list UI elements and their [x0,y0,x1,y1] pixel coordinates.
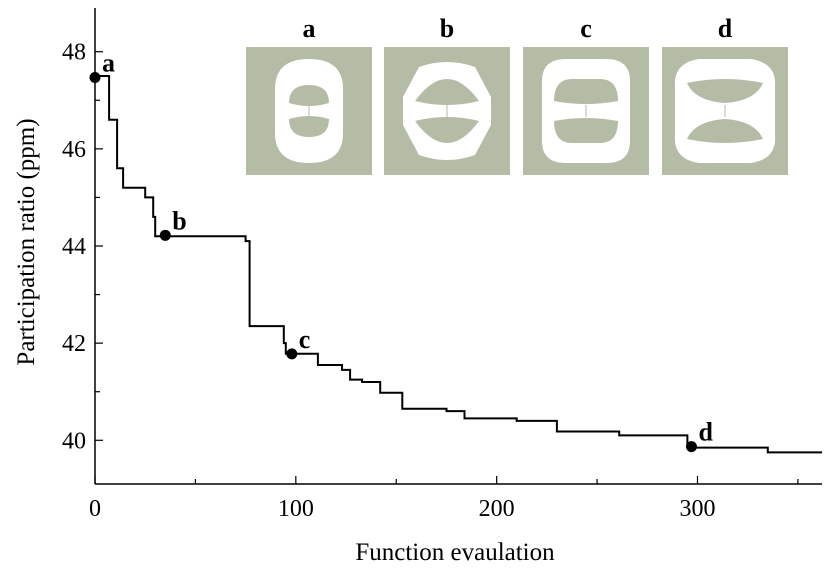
marker-label-c: c [299,325,311,354]
x-axis-label: Function evaulation [355,539,555,566]
inset-label-b: b [440,14,454,43]
marker-point-a [89,71,101,83]
y-tick-label: 48 [62,40,86,66]
inset-pad-bottom [289,116,329,137]
inset-panel-d: d [662,14,788,175]
series-line [95,75,822,454]
marker-point-c [286,348,298,360]
inset-panel-c: c [523,14,649,175]
x-tick-label: 300 [679,496,715,522]
marker-label-a: a [102,48,115,77]
series [95,75,822,454]
y-tick-label: 42 [62,331,86,357]
inset-pad-top [687,79,763,103]
y-tick-label: 46 [62,137,86,163]
inset-pad-top [415,79,479,105]
inset-pad-bottom [687,119,763,143]
inset-panel-b: b [384,14,510,175]
insets: a b c d [246,14,788,175]
y-axis-label: Participation ratio (ppm) [13,118,40,365]
x-tick-label: 100 [278,496,314,522]
x-tick-label: 0 [89,496,101,522]
inset-label-a: a [303,14,316,43]
inset-pad-bottom [415,117,479,143]
y-tick-label: 44 [62,234,86,260]
inset-label-d: d [718,14,733,43]
x-tick-label: 200 [479,496,515,522]
marker-point-d [685,441,697,453]
inset-label-c: c [580,14,592,43]
inset-pad-top [554,79,618,104]
markers: a b c d [89,48,713,453]
inset-pad-top [289,85,329,106]
marker-label-d: d [698,418,713,447]
x-ticks: 0 100 200 300 [89,476,799,522]
inset-pad-bottom [554,118,618,143]
marker-label-b: b [172,206,186,235]
marker-point-b [159,229,171,241]
inset-panel-a: a [246,14,372,175]
y-ticks: 40 42 44 46 48 [62,40,103,454]
y-tick-label: 40 [62,428,86,454]
